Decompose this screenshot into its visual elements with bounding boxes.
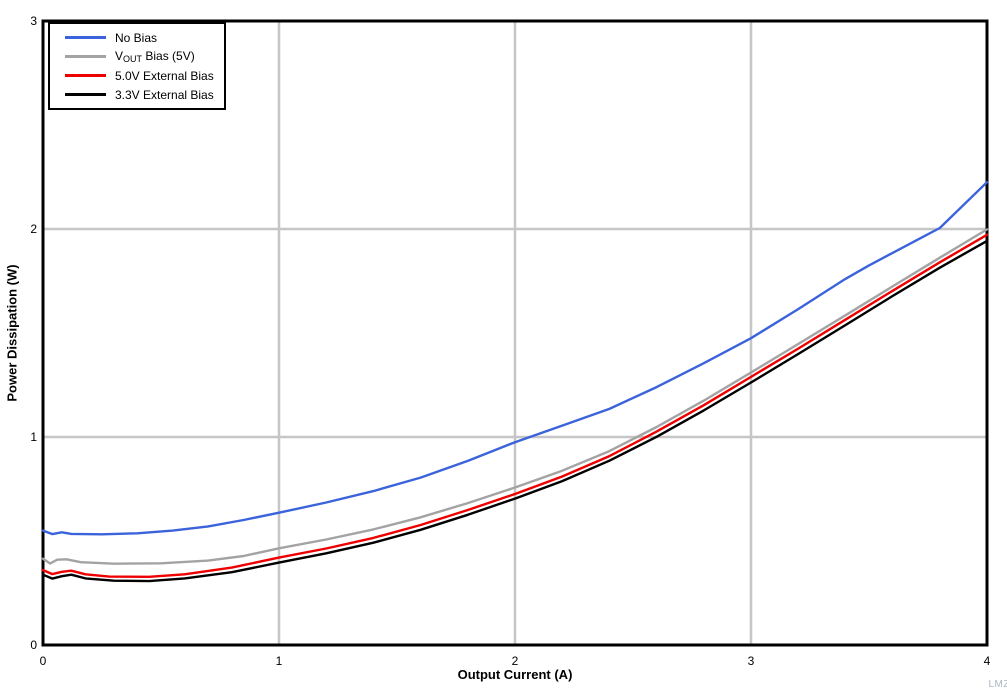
legend-label: No Bias (115, 30, 158, 45)
legend-label: VOUT Bias (5V) (115, 49, 195, 64)
legend-line-swatch (65, 93, 106, 96)
x-tick-label: 4 (983, 654, 991, 668)
legend-line-swatch (65, 55, 106, 58)
series-line-external-bias-5v (41, 233, 989, 578)
legend-label: 5.0V External Bias (115, 68, 214, 83)
legend: No Bias VOUT Bias (5V) 5.0V External Bias 3… (48, 22, 226, 110)
x-tick-label: 3 (747, 654, 755, 668)
legend-label: 3.3V External Bias (115, 87, 214, 102)
series-line-no-bias (41, 180, 989, 536)
legend-line-swatch (65, 36, 106, 39)
legend-item-vout-bias: VOUT Bias (5V) (50, 47, 214, 66)
legend-item-no-bias: No Bias (50, 28, 214, 47)
series-line-external-bias-3v3 (41, 239, 989, 583)
x-tick-label: 2 (511, 654, 519, 668)
x-tick-label: 0 (39, 654, 47, 668)
y-tick-label: 1 (30, 430, 37, 444)
watermark: LMZ (988, 679, 1007, 690)
legend-item-external-bias-3v3: 3.3V External Bias (50, 85, 214, 104)
x-axis-label: Output Current (A) (457, 667, 573, 682)
y-tick-label: 0 (30, 638, 37, 652)
x-tick-label: 1 (275, 654, 283, 668)
legend-item-external-bias-5v: 5.0V External Bias (50, 66, 214, 85)
y-tick-label: 2 (30, 222, 37, 236)
y-axis-label: Power Dissipation (W) (4, 264, 20, 402)
legend-line-swatch (65, 74, 106, 77)
plot-frame (41, 19, 989, 647)
y-tick-label: 3 (30, 14, 37, 28)
series-line-vout-bias (41, 228, 989, 565)
